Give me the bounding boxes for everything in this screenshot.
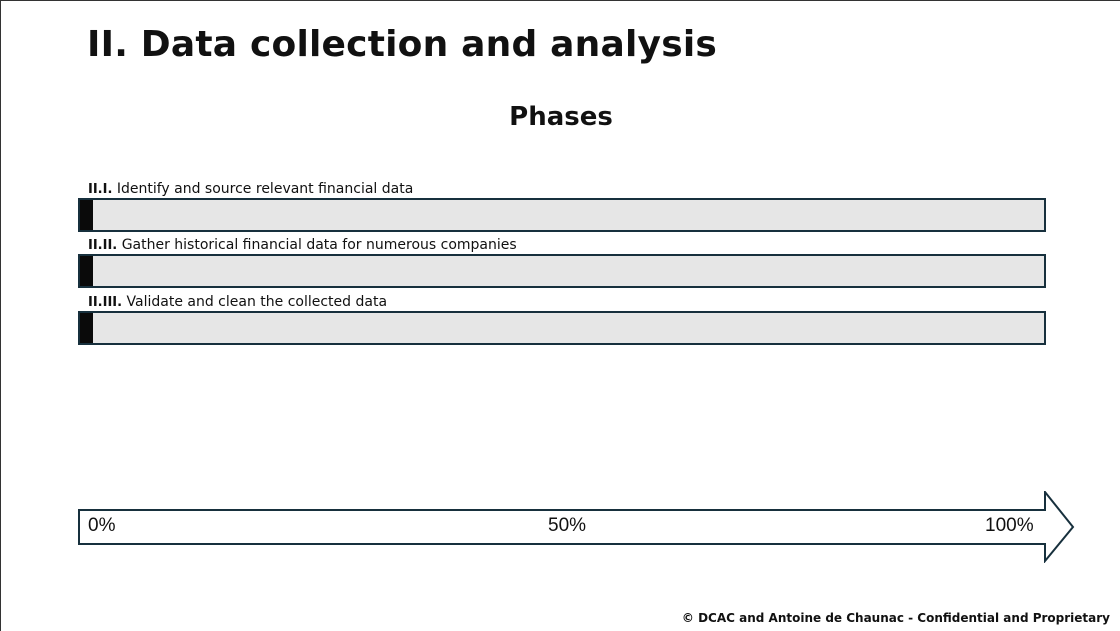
phase-2-progress-fill: [80, 256, 93, 286]
scale-label-middle: 50%: [548, 515, 587, 536]
phase-3-progress-fill: [80, 313, 93, 343]
phase-3-label: II.III. Validate and clean the collected…: [78, 294, 1046, 311]
section-subtitle: Phases: [509, 102, 613, 132]
phase-3-text: Validate and clean the collected data: [126, 294, 388, 310]
phase-3-progress-bar: [78, 311, 1046, 345]
phase-1-number: II.I.: [88, 182, 113, 197]
phase-3-number: II.III.: [88, 295, 123, 310]
copyright-footer: © DCAC and Antoine de Chaunac - Confiden…: [681, 611, 1110, 625]
phase-2-number: II.II.: [88, 238, 118, 253]
phase-2-progress-bar: [78, 254, 1046, 288]
phase-2: II.II. Gather historical financial data …: [78, 237, 1046, 288]
phase-2-text: Gather historical financial data for num…: [121, 237, 517, 253]
phase-2-label: II.II. Gather historical financial data …: [78, 237, 1046, 254]
page-title: II. Data collection and analysis: [87, 24, 718, 65]
phase-1-text: Identify and source relevant financial d…: [116, 181, 414, 197]
scale-label-end: 100%: [985, 515, 1034, 536]
phase-1-label: II.I. Identify and source relevant finan…: [78, 181, 1046, 198]
scale-label-start: 0%: [88, 515, 116, 536]
phase-1-progress-bar: [78, 198, 1046, 232]
progress-scale: 0% 50% 100%: [78, 491, 1076, 563]
phase-3: II.III. Validate and clean the collected…: [78, 294, 1046, 345]
phase-1: II.I. Identify and source relevant finan…: [78, 181, 1046, 232]
phase-1-progress-fill: [80, 200, 93, 230]
scale-arrow-icon: [78, 491, 1075, 563]
